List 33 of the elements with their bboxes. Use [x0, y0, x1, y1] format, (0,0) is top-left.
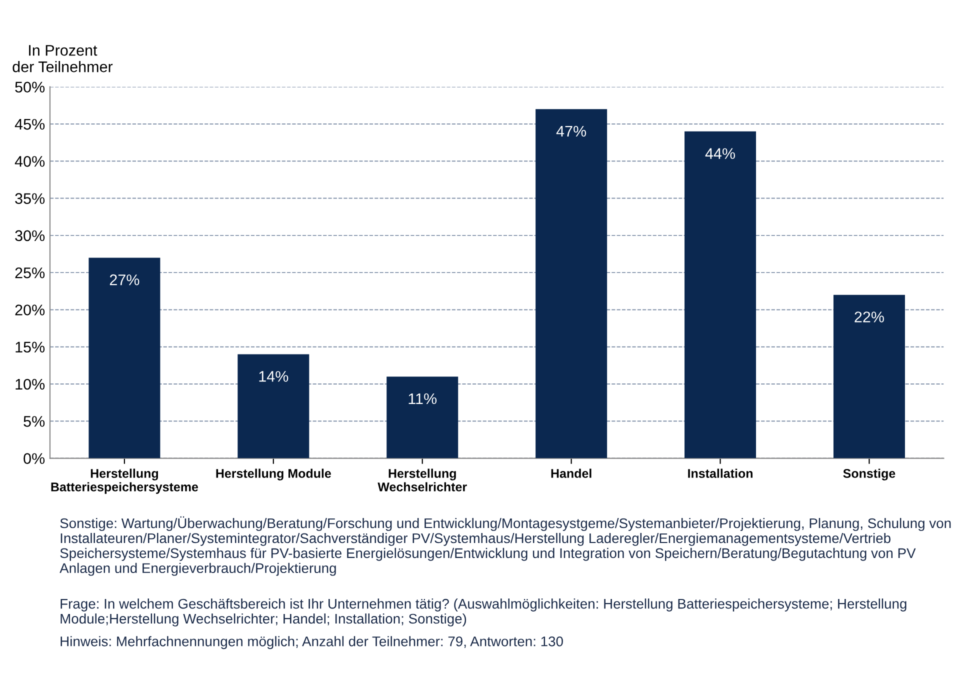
y-tick-label: 5% — [24, 416, 45, 427]
x-tick-label: Herstellung Batteriespeichersysteme — [51, 468, 198, 494]
y-tick-label: 0% — [24, 453, 45, 464]
x-tick-label: Sonstige — [843, 468, 896, 480]
y-tick-label: 30% — [15, 230, 45, 242]
data-label: 14% — [259, 371, 288, 382]
y-axis-title: In Prozent der Teilnehmer — [12, 45, 113, 72]
text: Sonstige: Wartung/Überwachung/Beratung/Forschung und Entwicklung/Montagesystgeme/Systemanbieter/Projektierung, Planung, Schulung von Installateuren/Planer/Systemintegrator/Sachverständiger PV/Systemhaus/Herstellung Laderegler/Energiemanagementsysteme/Vertrieb Speichersysteme/Systemhaus für PV-basierte Energielösungen/Entwicklung und Integration von Speichern/Beratung/Begutachtung von PV Anlagen und Energieverbrauch/Projektierung — [60, 516, 951, 576]
data-label: 22% — [854, 312, 884, 322]
y-tick-label: 50% — [15, 82, 45, 93]
y-tick-label: 10% — [16, 378, 45, 390]
data-label: 47% — [556, 126, 586, 137]
y-tick-label: 25% — [15, 267, 45, 278]
text: Hinweis: Mehrfachnennungen möglich; Anzahl der Teilnehmer: 79, Antworten: 130 — [60, 636, 563, 650]
bar — [833, 294, 905, 458]
data-label: 27% — [110, 274, 140, 286]
text: Frage: In welchem Geschäftsbereich ist Ihr Unternehmen tätig? (Auswahlmöglichkeiten: Herstellung Batteriespeichersysteme; Herstellung Module;Herstellung Wechselrichter; Handel; Installation; Sonstige) — [60, 598, 906, 626]
bar — [88, 258, 160, 458]
x-tick-label: Herstellung Module — [216, 468, 331, 480]
x-tick-label: Installation — [688, 468, 752, 478]
y-tick-label: 35% — [15, 193, 45, 204]
bar — [238, 354, 310, 458]
data-label: 44% — [705, 148, 736, 159]
bar — [536, 109, 608, 458]
data-label: 11% — [408, 393, 437, 404]
y-tick-label: 15% — [16, 342, 45, 353]
x-tick-label: Herstellung Wechselrichter — [378, 468, 467, 492]
y-tick-label: 40% — [14, 156, 45, 167]
y-tick-label: 45% — [14, 118, 45, 130]
x-tick-label: Handel — [551, 468, 592, 478]
bar — [386, 376, 458, 458]
y-tick-label: 20% — [15, 304, 45, 316]
bar — [684, 131, 756, 458]
